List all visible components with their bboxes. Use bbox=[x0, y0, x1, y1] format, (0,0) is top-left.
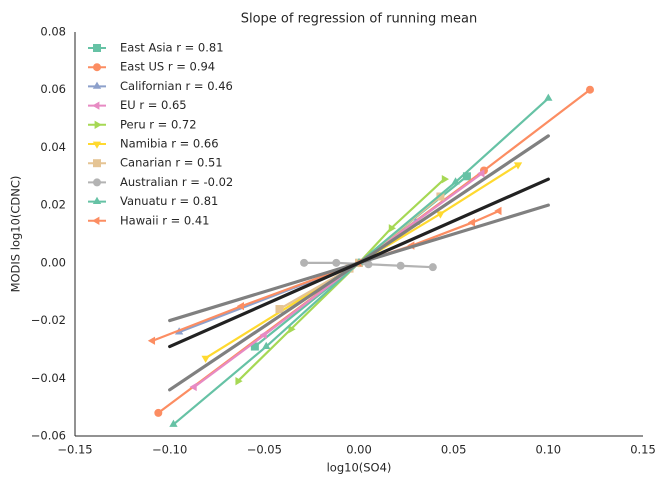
legend-label: Peru r = 0.72 bbox=[120, 117, 197, 131]
data-point bbox=[275, 305, 284, 314]
data-point bbox=[259, 330, 267, 340]
data-point bbox=[436, 192, 445, 201]
legend-marker bbox=[92, 196, 102, 204]
data-point bbox=[250, 342, 259, 351]
y-tick-label: −0.02 bbox=[31, 313, 66, 327]
y-tick-label: 0.00 bbox=[40, 255, 66, 269]
x-tick-label: 0.15 bbox=[630, 443, 655, 457]
data-point bbox=[513, 162, 523, 170]
data-point bbox=[494, 206, 502, 216]
data-point bbox=[436, 211, 445, 219]
legend-label: Californian r = 0.46 bbox=[120, 79, 233, 93]
fit-line bbox=[168, 177, 550, 349]
data-point bbox=[262, 341, 271, 349]
legend-label: East Asia r = 0.81 bbox=[120, 41, 224, 55]
legend-marker bbox=[93, 63, 101, 72]
x-tick-label: 0.00 bbox=[346, 443, 372, 457]
data-point bbox=[332, 258, 341, 267]
data-point bbox=[300, 258, 309, 267]
series-line bbox=[193, 172, 484, 389]
data-point bbox=[189, 382, 197, 392]
legend-marker bbox=[93, 159, 101, 168]
legend-marker bbox=[92, 141, 102, 149]
y-tick-label: −0.04 bbox=[31, 371, 66, 385]
data-point bbox=[147, 336, 156, 345]
series-line bbox=[278, 195, 442, 311]
data-point bbox=[544, 93, 553, 101]
y-tick-label: 0.08 bbox=[40, 25, 66, 39]
legend-label: Hawaii r = 0.41 bbox=[120, 213, 209, 227]
data-point bbox=[477, 169, 485, 178]
y-tick-label: −0.06 bbox=[31, 429, 66, 443]
legend-label: Canarian r = 0.51 bbox=[120, 156, 223, 170]
legend-marker bbox=[92, 216, 100, 225]
data-point bbox=[201, 355, 210, 363]
data-point bbox=[235, 377, 243, 386]
legend-label: East US r = 0.94 bbox=[120, 60, 215, 74]
data-point bbox=[585, 85, 594, 94]
x-axis-label: log10(SO4) bbox=[327, 461, 392, 475]
x-tick-label: −0.10 bbox=[152, 443, 187, 457]
legend-marker bbox=[94, 120, 102, 129]
x-tick-label: −0.05 bbox=[247, 443, 282, 457]
y-axis-label: MODIS log10(CDNC) bbox=[9, 176, 23, 293]
y-tick-label: 0.06 bbox=[40, 82, 66, 96]
legend-label: Namibia r = 0.66 bbox=[120, 137, 219, 151]
legend-label: EU r = 0.65 bbox=[120, 98, 187, 112]
x-tick-label: 0.05 bbox=[441, 443, 467, 457]
data-point bbox=[154, 408, 163, 417]
y-tick-label: 0.04 bbox=[40, 140, 66, 154]
data-point bbox=[428, 263, 437, 272]
data-point bbox=[396, 261, 405, 270]
legend-label: Australian r = -0.02 bbox=[120, 175, 233, 189]
data-point bbox=[236, 301, 245, 311]
chart-title: Slope of regression of running mean bbox=[241, 12, 478, 27]
x-tick-label: 0.10 bbox=[536, 443, 562, 457]
legend-marker bbox=[93, 178, 101, 187]
legend-label: Vanuatu r = 0.81 bbox=[120, 194, 218, 208]
data-point bbox=[169, 419, 178, 427]
data-point bbox=[467, 218, 475, 227]
y-tick-label: 0.02 bbox=[40, 198, 66, 212]
data-point bbox=[441, 175, 449, 184]
legend-marker bbox=[92, 101, 100, 110]
data-point bbox=[288, 325, 296, 334]
legend-marker bbox=[92, 81, 102, 89]
data-point bbox=[364, 260, 373, 269]
x-tick-label: −0.15 bbox=[57, 443, 92, 457]
legend-marker bbox=[93, 44, 101, 52]
data-point bbox=[462, 172, 471, 181]
data-point bbox=[451, 177, 460, 185]
data-point bbox=[388, 224, 396, 233]
